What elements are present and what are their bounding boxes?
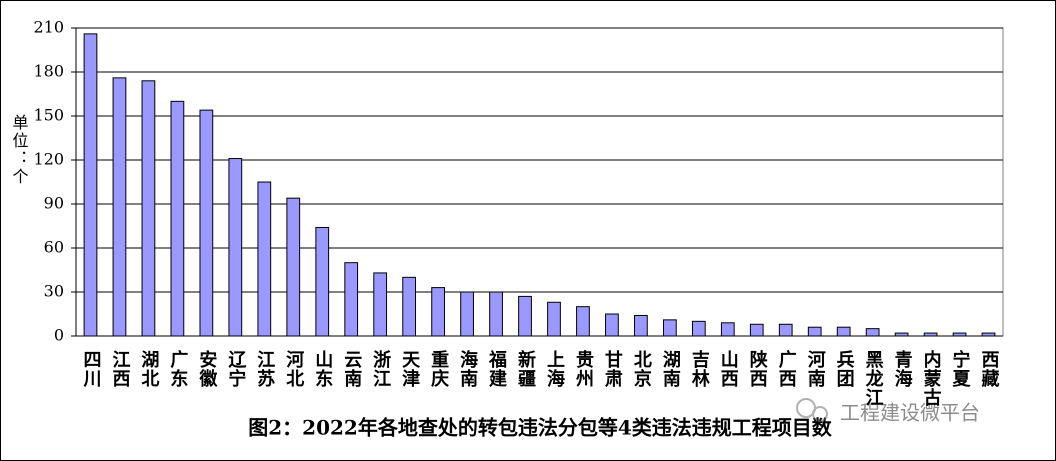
bar [344,262,359,337]
x-tick-label: 江苏 [254,350,275,388]
x-tick-label: 黑龙江 [863,350,884,407]
bar [720,322,735,337]
bar [691,320,706,337]
x-tick-label: 新疆 [515,349,536,388]
x-tick-label: 陕西 [747,349,768,388]
y-tick-label: 180 [33,62,64,81]
x-tick-label: 兵团 [834,350,855,388]
x-tick-label: 江西 [109,350,130,388]
x-tick-label: 辽宁 [225,350,246,388]
y-tick-label: 150 [33,106,64,125]
x-tick-label: 内蒙古 [921,349,942,407]
x-tick-label: 北京 [631,350,652,388]
bar [923,332,938,337]
x-tick-label: 甘肃 [602,350,623,388]
x-tick-label: 河南 [805,350,826,388]
x-tick-label: 浙江 [370,349,391,388]
watermark: 工程建设微平台 [840,401,980,425]
bar [749,323,764,337]
bar [286,197,301,337]
x-tick-label: 广东 [167,349,188,388]
x-tick-label: 湖南 [660,350,681,388]
x-tick-label: 四川 [80,350,102,388]
x-tick-label: 上海 [544,350,565,388]
x-tick-label: 广西 [776,349,797,388]
bar [981,332,996,337]
bar [489,291,503,337]
x-tick-label: 重庆 [428,349,449,388]
y-tick-label: 30 [44,282,64,301]
watermark-icon [796,398,828,422]
bar [894,332,909,337]
y-axis-label: 单位：个 [10,114,29,186]
bar [547,301,561,337]
bar [402,276,417,337]
bar [836,326,851,337]
bar [865,328,880,337]
bar [228,158,243,337]
chart-title: 图2：2022年各地查处的转包违法分包等4类违法违规工程项目数 [248,416,832,440]
x-tick-label: 青海 [892,350,913,388]
y-tick-label: 90 [44,194,64,213]
y-tick-label: 0 [54,326,64,345]
x-tick-label: 安徽 [196,349,218,388]
x-tick-label: 宁夏 [950,349,971,388]
bar [518,295,532,337]
x-tick-label: 海南 [457,349,478,388]
bar [460,291,474,337]
bar [170,100,185,337]
y-tick-label: 120 [33,150,64,169]
bar [576,306,590,337]
plot-area [75,27,1004,337]
bar [662,319,677,337]
bar [199,109,214,337]
bar [83,33,98,337]
x-tick-label: 湖北 [138,350,159,388]
x-tick-label: 山西 [718,350,739,388]
bar [315,226,330,337]
bar [373,272,388,337]
bar [605,313,619,337]
x-tick-label: 西藏 [979,350,1000,388]
y-tick-label: 60 [44,238,64,257]
x-tick-label: 福建 [486,349,508,388]
x-tick-label: 天津 [399,350,420,388]
x-tick-label: 吉林 [689,349,710,388]
bar [141,80,156,337]
x-tick-label: 山东 [312,350,333,388]
bar [112,77,127,337]
y-tick-label: 210 [33,18,64,37]
bar [952,332,967,337]
bar [634,314,648,337]
bar [431,287,445,337]
bar [778,323,793,337]
x-tick-label: 云南 [341,350,362,388]
x-tick-label: 贵州 [573,350,595,388]
bar [257,181,272,337]
x-tick-label: 河北 [283,350,304,388]
bar [807,326,822,337]
